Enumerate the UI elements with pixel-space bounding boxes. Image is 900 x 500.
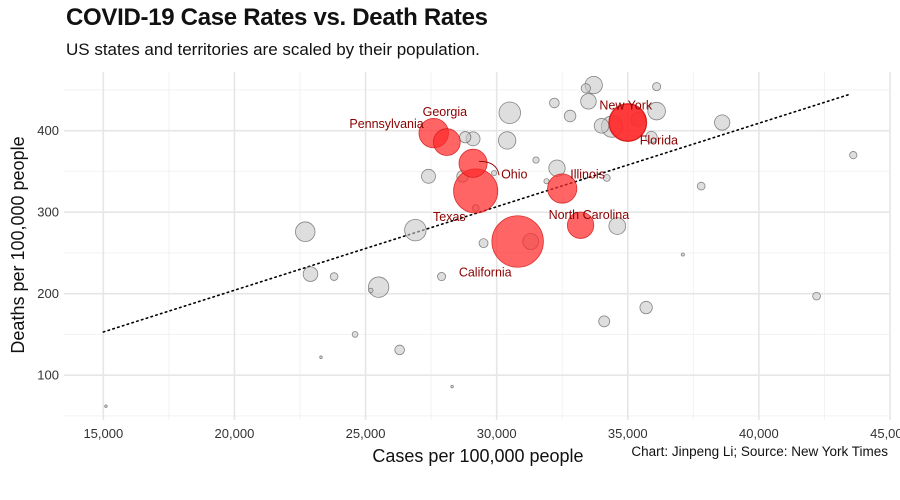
state-point	[608, 217, 627, 235]
other-states-points	[104, 75, 858, 408]
state-point	[459, 131, 472, 144]
state-label-pennsylvania: Pennsylvania	[349, 117, 423, 131]
x-axis-title: Cases per 100,000 people	[372, 446, 583, 466]
state-point	[598, 315, 611, 328]
state-point	[580, 93, 597, 110]
state-label-texas: Texas	[433, 210, 466, 224]
highlighted-state-point	[608, 103, 647, 142]
state-point	[421, 168, 436, 184]
state-point	[602, 174, 611, 182]
x-tick-label: 45,000	[870, 426, 900, 441]
state-point	[652, 82, 662, 92]
highlighted-state-point	[433, 128, 461, 156]
state-point	[639, 300, 653, 315]
state-label-illinois: Illinois	[570, 168, 605, 182]
state-point	[593, 118, 610, 134]
x-tick-label: 30,000	[477, 426, 517, 441]
state-point	[696, 181, 706, 191]
state-point	[491, 170, 498, 177]
state-label-california: California	[459, 266, 512, 280]
state-point	[368, 287, 374, 294]
y-tick-label: 400	[37, 123, 59, 138]
x-tick-label: 25,000	[346, 426, 386, 441]
ohio-label-leader	[479, 160, 500, 176]
state-point	[478, 238, 489, 249]
chart-subtitle: US states and territories are scaled by …	[66, 40, 480, 59]
state-label-new-york: New York	[599, 99, 653, 113]
state-label-georgia: Georgia	[423, 105, 468, 119]
y-tick-label: 300	[37, 205, 59, 220]
state-point	[368, 276, 390, 298]
state-point	[680, 252, 685, 257]
state-label-north-carolina: North Carolina	[549, 208, 630, 222]
state-point	[563, 109, 577, 123]
x-tick-label: 35,000	[608, 426, 648, 441]
state-point	[404, 218, 427, 242]
x-tick-label: 15,000	[83, 426, 123, 441]
state-point	[104, 404, 108, 408]
state-point	[302, 266, 319, 282]
state-label-florida: Florida	[640, 134, 678, 148]
state-label-ohio: Ohio	[501, 167, 527, 181]
state-point	[295, 221, 316, 242]
chart-title: COVID-19 Case Rates vs. Death Rates	[66, 4, 488, 31]
state-point	[319, 355, 323, 359]
highlighted-state-point	[458, 148, 488, 178]
highlighted-states-points	[418, 103, 648, 268]
state-point	[645, 131, 658, 144]
state-point	[812, 291, 821, 301]
highlighted-state-point	[566, 211, 595, 239]
state-point	[394, 344, 405, 356]
x-tick-label: 40,000	[739, 426, 779, 441]
x-tick-label: 20,000	[215, 426, 255, 441]
highlighted-state-point	[491, 215, 544, 268]
state-point	[647, 101, 666, 121]
state-point	[532, 156, 540, 164]
state-point	[498, 131, 517, 150]
y-axis-title: Deaths per 100,000 people	[8, 136, 28, 353]
y-tick-label: 200	[37, 286, 59, 301]
state-point	[549, 97, 560, 109]
state-point	[450, 384, 454, 389]
state-point	[849, 151, 858, 160]
grid	[64, 72, 891, 420]
highlighted-state-point	[547, 173, 578, 204]
state-point	[437, 272, 447, 282]
state-point	[714, 114, 731, 131]
state-point	[498, 101, 521, 124]
state-point	[329, 272, 339, 281]
chart-caption: Chart: Jinpeng Li; Source: New York Time…	[631, 444, 888, 459]
y-tick-label: 100	[37, 368, 59, 383]
axis-ticks: 15,000 20,000 25,000 30,000 35,000 40,000 45,0…	[37, 123, 900, 441]
state-point	[580, 83, 591, 94]
state-point	[351, 331, 359, 338]
